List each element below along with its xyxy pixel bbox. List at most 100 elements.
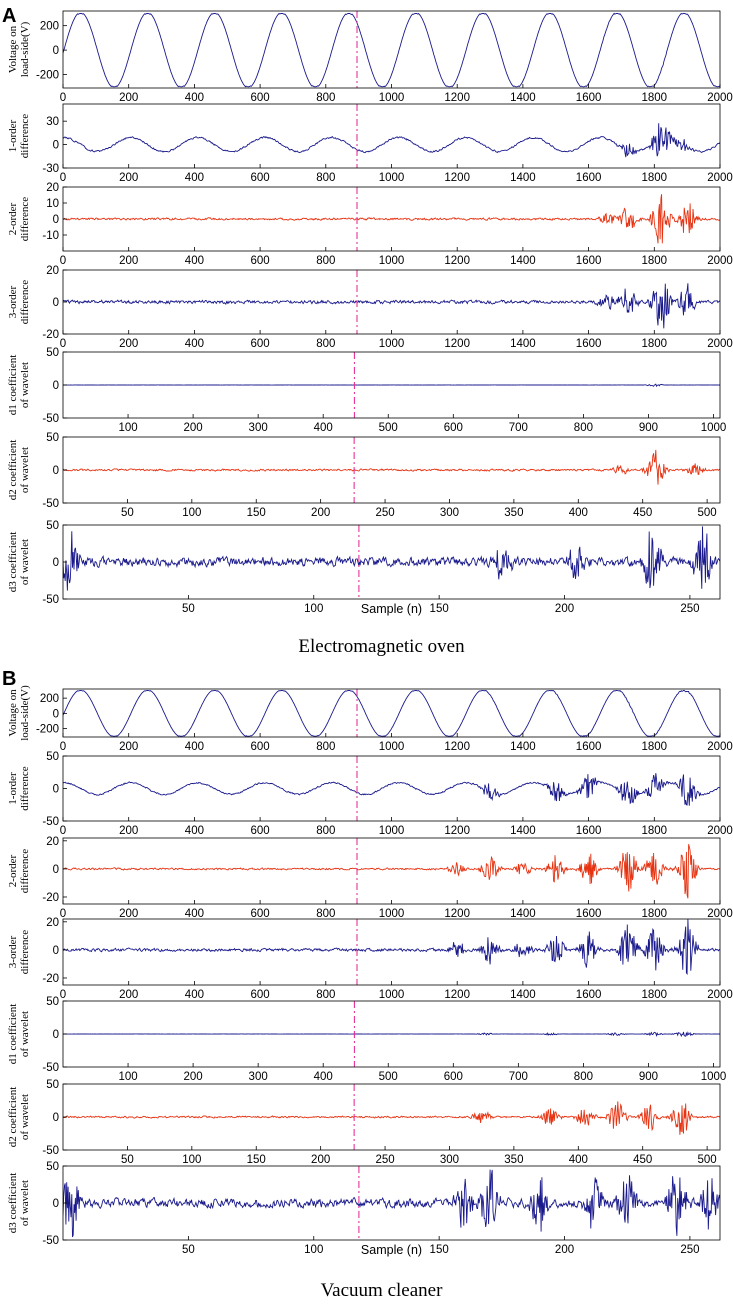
x-tick-label: 600: [251, 908, 270, 920]
y-tick-label: 0: [53, 557, 59, 569]
x-tick-label: 1200: [444, 92, 470, 104]
y-axis-label: d2 coefficientof wavelet: [7, 440, 31, 501]
x-tick-label: 150: [430, 603, 449, 615]
y-axis-label: Voltage onload-side(V): [7, 685, 31, 741]
x-tick-label: 300: [440, 1154, 459, 1166]
axes-frame: [62, 918, 721, 986]
y-tick-label: -50: [42, 594, 59, 606]
x-tick-label: 700: [509, 1071, 528, 1083]
x-tick-label: 800: [574, 422, 593, 434]
x-tick-label: 200: [119, 92, 138, 104]
y-tick-label: -50: [42, 816, 59, 828]
x-tick-label: 400: [569, 507, 588, 519]
x-tick-label: 1200: [444, 172, 470, 184]
x-tick-label: 1400: [510, 255, 536, 267]
x-tick-label: 0: [60, 741, 66, 753]
x-tick-label: 1000: [379, 989, 405, 1001]
x-tick-label: 1000: [379, 741, 405, 753]
x-tick-label: 250: [375, 1154, 394, 1166]
x-tick-label: 1800: [642, 172, 668, 184]
subplot-d3: -50 0 50 50 100 150 200 250 d3 coefficientof wav…: [7, 1161, 721, 1256]
x-tick-label: 800: [316, 255, 335, 267]
y-axis-label: 3-orderdifference: [7, 280, 31, 324]
panel-caption: Electromagnetic oven: [298, 636, 465, 657]
x-tick-label: 300: [249, 422, 268, 434]
y-tick-label: 50: [46, 1161, 59, 1173]
x-tick-label: 1600: [576, 741, 602, 753]
x-tick-label: 1200: [444, 741, 470, 753]
x-tick-label: 600: [251, 255, 270, 267]
y-tick-label: 200: [40, 21, 59, 33]
x-tick-label: 2000: [707, 338, 733, 350]
y-tick-label: 0: [53, 45, 59, 57]
x-tick-label: 800: [316, 338, 335, 350]
series-line: [63, 844, 720, 899]
y-tick-label: -20: [42, 329, 59, 341]
x-tick-label: 200: [119, 908, 138, 920]
x-tick-label: 50: [121, 507, 134, 519]
x-tick-label: 600: [251, 92, 270, 104]
y-tick-label: 50: [46, 432, 59, 444]
x-tick-label: 1000: [379, 825, 405, 837]
x-tick-label: 1000: [701, 1071, 727, 1083]
x-tick-label: 400: [185, 825, 204, 837]
axes-frame: [62, 688, 721, 738]
subplot-d2: -50 0 50 50 100 150 200 250 300 350 400 450 500 d2 co…: [7, 1079, 721, 1166]
x-tick-label: 1800: [642, 908, 668, 920]
x-tick-label: 100: [304, 603, 323, 615]
x-tick-label: 1600: [576, 989, 602, 1001]
x-tick-label: 1800: [642, 92, 668, 104]
y-tick-label: 0: [53, 214, 59, 226]
x-tick-label: 2000: [707, 908, 733, 920]
x-tick-label: 0: [60, 825, 66, 837]
x-tick-label: 600: [444, 1071, 463, 1083]
panel-label: A: [2, 5, 16, 27]
x-tick-label: 1600: [576, 338, 602, 350]
x-tick-label: 2000: [707, 825, 733, 837]
x-tick-label: 700: [509, 422, 528, 434]
x-tick-label: 0: [60, 989, 66, 1001]
x-tick-label: 600: [251, 825, 270, 837]
x-tick-label: 1800: [642, 741, 668, 753]
y-tick-label: -10: [42, 230, 59, 242]
x-tick-label: 250: [680, 603, 699, 615]
x-tick-label: 300: [440, 507, 459, 519]
series-line: [63, 123, 720, 158]
x-tick-label: 100: [118, 1071, 137, 1083]
x-tick-label: 600: [251, 338, 270, 350]
y-tick-label: 200: [40, 693, 59, 705]
y-tick-label: 30: [46, 116, 59, 128]
x-tick-label: 200: [119, 338, 138, 350]
series-line: [63, 449, 720, 485]
x-tick-label: 1400: [510, 741, 536, 753]
y-tick-label: 0: [53, 380, 59, 392]
x-tick-label: 50: [182, 603, 195, 615]
y-axis-label: Voltage onload-side(V): [7, 21, 31, 77]
y-tick-label: 0: [53, 297, 59, 309]
x-tick-label: 1600: [576, 825, 602, 837]
x-tick-label: 1000: [379, 92, 405, 104]
x-tick-label: 0: [60, 92, 66, 104]
x-tick-label: 400: [185, 92, 204, 104]
x-tick-label: 1000: [379, 172, 405, 184]
x-tick-label: 100: [118, 422, 137, 434]
x-tick-label: 1600: [576, 908, 602, 920]
y-tick-label: 0: [53, 708, 59, 720]
x-tick-label: 250: [680, 1244, 699, 1256]
x-tick-label: 1400: [510, 338, 536, 350]
x-tick-label: 400: [569, 1154, 588, 1166]
axes-frame: [62, 103, 721, 169]
x-tick-label: 100: [182, 1154, 201, 1166]
x-tick-label: 200: [311, 1154, 330, 1166]
y-tick-label: -20: [42, 973, 59, 985]
y-tick-label: 20: [46, 836, 59, 848]
x-tick-label: 200: [119, 741, 138, 753]
x-tick-label: 1000: [379, 255, 405, 267]
x-tick-label: 600: [251, 989, 270, 1001]
x-tick-label: 50: [182, 1244, 195, 1256]
x-tick-label: 1400: [510, 989, 536, 1001]
x-tick-label: 1600: [576, 255, 602, 267]
